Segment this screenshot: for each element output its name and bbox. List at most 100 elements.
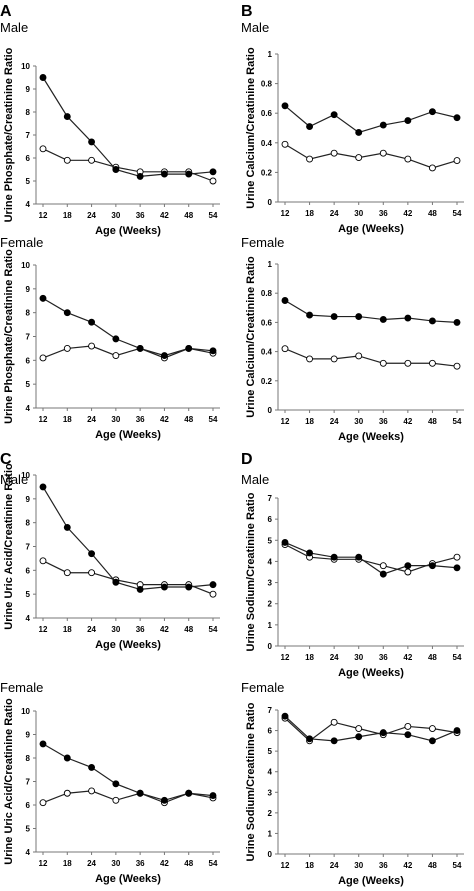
chart-3-x-tick-label: 54 xyxy=(209,415,218,424)
chart-5-series-line-open xyxy=(42,560,214,595)
chart-1-y-tick-label: 4 xyxy=(26,200,31,209)
chart-7-y-tick-label: 10 xyxy=(21,707,30,716)
chart-4-point-filled xyxy=(281,297,289,304)
chart-4-point-open xyxy=(428,359,436,367)
chart-2-point-filled xyxy=(281,102,289,110)
chart-4-y-tick-label: 0.6 xyxy=(261,318,273,327)
chart-8-series-line-filled xyxy=(284,715,458,742)
chart-1-x-tick-label: 48 xyxy=(184,211,193,220)
chart-7-x-tick-label: 30 xyxy=(111,859,120,868)
chart-5-point-filled xyxy=(185,583,193,591)
chart-7-series-line-filled xyxy=(42,743,214,801)
chart-7-point-filled xyxy=(136,789,144,797)
chart-6-point-filled xyxy=(404,562,412,570)
chart-2-y-tick-label: 0 xyxy=(268,198,273,207)
chart-1-point-open xyxy=(63,156,71,164)
chart-4-point-filled xyxy=(428,317,436,325)
chart-8-point-open xyxy=(404,723,412,730)
chart-8-point-filled xyxy=(330,737,338,745)
chart-1-point-open xyxy=(39,145,47,153)
chart-1-point-filled xyxy=(185,170,193,178)
chart-6-x-tick-label: 54 xyxy=(453,653,462,662)
chart-4-y-tick-label: 0.8 xyxy=(261,289,273,298)
chart-6-x-tick-label: 42 xyxy=(403,653,412,662)
chart-5-y-axis-title: Urine Uric Acid/Creatinine Ratio xyxy=(3,463,15,630)
chart-7-point-filled xyxy=(160,796,168,804)
chart-6-point-open xyxy=(404,568,412,576)
chart-6-x-tick-label: 48 xyxy=(428,653,437,662)
chart-1-x-axis-title: Age (Weeks) xyxy=(95,225,161,237)
chart-7-y-tick-label: 9 xyxy=(26,731,31,740)
chart-7-y-tick-label: 4 xyxy=(26,848,31,857)
chart-3-x-tick-label: 24 xyxy=(87,415,96,424)
chart-2-y-tick-label: 0.4 xyxy=(261,139,273,148)
chart-3-point-filled xyxy=(112,335,120,343)
chart-6-group-label: Male xyxy=(241,472,269,487)
chart-2-x-tick-label: 24 xyxy=(330,209,339,218)
chart-2-point-open xyxy=(404,155,412,163)
chart-2-point-filled xyxy=(330,111,338,119)
chart-2-x-axis-title: Age (Weeks) xyxy=(338,223,404,235)
chart-4-point-open xyxy=(453,362,461,370)
chart-5-point-open xyxy=(209,590,217,598)
chart-3-y-tick-label: 9 xyxy=(26,285,31,294)
chart-4-point-filled xyxy=(355,313,363,321)
chart-3-group-label: Female xyxy=(0,235,43,250)
chart-2-y-tick-label: 0.8 xyxy=(261,80,273,89)
chart-4-point-open xyxy=(281,345,289,353)
chart-5-y-tick-label: 8 xyxy=(26,519,31,528)
chart-1-x-tick-label: 30 xyxy=(111,211,120,220)
chart-7-x-tick-label: 18 xyxy=(63,859,72,868)
chart-1-x-tick-label: 54 xyxy=(209,211,218,220)
chart-1-y-tick-label: 6 xyxy=(26,154,31,163)
chart-1-y-axis-title: Urine Phosphate/Creatinine Ratio xyxy=(3,47,15,222)
chart-8-y-tick-label: 6 xyxy=(268,727,273,736)
chart-2-x-tick-label: 30 xyxy=(354,209,363,218)
chart-6-point-open xyxy=(379,562,387,570)
chart-6-point-filled xyxy=(453,564,461,572)
chart-6-series-line-open xyxy=(284,543,458,573)
chart-6-x-tick-label: 36 xyxy=(379,653,388,662)
chart-1-point-filled xyxy=(88,138,96,146)
chart-7-point-filled xyxy=(112,780,120,788)
chart-8-y-tick-label: 7 xyxy=(268,706,273,715)
chart-4-point-open xyxy=(379,359,387,367)
chart-7-point-filled xyxy=(63,754,71,762)
chart-5-point-filled xyxy=(39,483,47,491)
chart-4-point-open xyxy=(330,355,338,363)
chart-7-group-label: Female xyxy=(0,680,43,695)
chart-6-x-tick-label: 12 xyxy=(281,653,290,662)
chart-5-x-tick-label: 30 xyxy=(111,625,120,634)
chart-1-series-line-filled xyxy=(42,77,214,178)
chart-6-point-filled xyxy=(306,549,314,557)
chart-3-point-open xyxy=(88,342,96,350)
chart-4-y-axis-title: Urine Calcium/Creatinine Ratio xyxy=(245,256,257,418)
chart-4-point-filled xyxy=(379,316,387,323)
chart-2-point-open xyxy=(330,149,338,157)
chart-2-y-tick-label: 0.2 xyxy=(261,168,273,177)
chart-7-y-tick-label: 6 xyxy=(26,801,31,810)
chart-2-x-tick-label: 42 xyxy=(403,209,412,218)
chart-5-x-tick-label: 36 xyxy=(136,625,145,634)
chart-6-point-filled xyxy=(355,553,363,561)
chart-7-point-filled xyxy=(39,740,47,748)
chart-7-point-open xyxy=(112,796,120,804)
chart-3-y-tick-label: 6 xyxy=(26,356,31,365)
chart-5-x-tick-label: 42 xyxy=(160,625,169,634)
chart-2-y-axis-title: Urine Calcium/Creatinine Ratio xyxy=(245,47,257,209)
chart-1-point-filled xyxy=(39,74,47,81)
chart-6-x-axis-title: Age (Weeks) xyxy=(338,667,404,679)
chart-2-point-filled xyxy=(306,123,314,130)
chart-5-point-filled xyxy=(160,583,168,591)
chart-3-x-tick-label: 36 xyxy=(136,415,145,424)
chart-6-point-filled xyxy=(428,562,436,570)
chart-8-point-filled xyxy=(453,727,461,735)
chart-4-point-open xyxy=(404,359,412,367)
chart-6-y-tick-label: 7 xyxy=(268,494,273,503)
chart-2-series-line-open xyxy=(284,143,458,169)
chart-2-x-tick-label: 12 xyxy=(281,209,290,218)
chart-4-point-open xyxy=(355,352,363,360)
chart-8-point-filled xyxy=(404,731,412,739)
chart-3-x-tick-label: 42 xyxy=(160,415,169,424)
